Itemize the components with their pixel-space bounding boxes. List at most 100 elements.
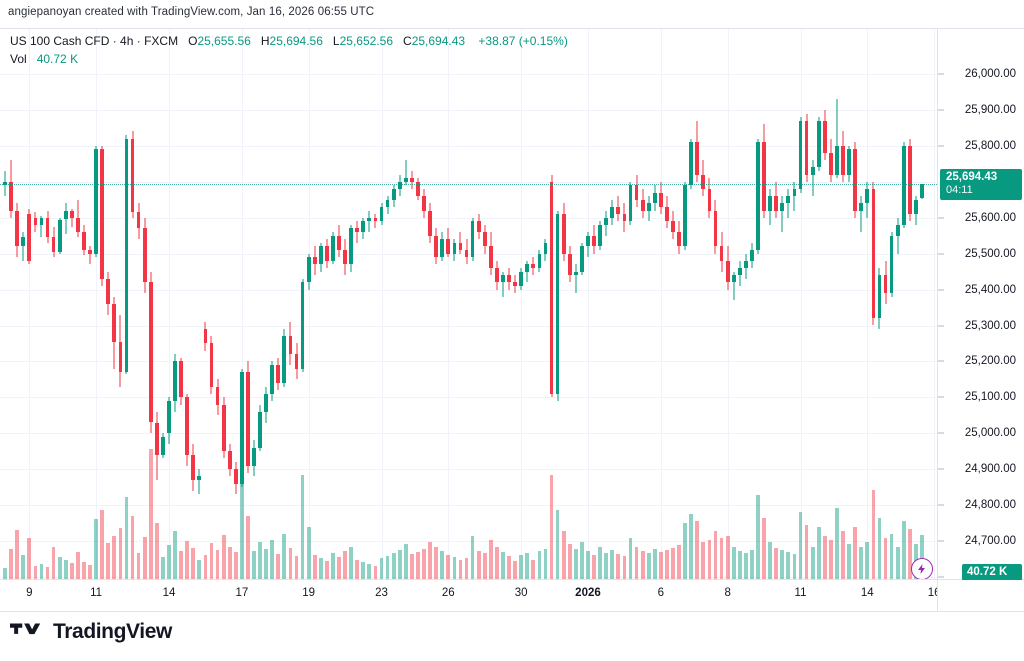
candle-body [300, 282, 305, 369]
candle-body [658, 192, 663, 207]
volume-bar [422, 548, 426, 579]
price-scale-tick: 25,400.00 [964, 283, 1016, 296]
price-scale-tick: 25,600.00 [964, 211, 1016, 224]
candle-wick [781, 196, 783, 233]
candlestick [221, 29, 226, 579]
volume-bar [816, 527, 821, 579]
price-scale-tick-mark [938, 325, 944, 326]
price-scale-tick-mark [938, 432, 944, 434]
volume-bar [604, 553, 609, 579]
volume-bar [76, 551, 80, 579]
candlestick [476, 29, 481, 579]
gridline-horizontal [0, 146, 937, 147]
volume-bar [136, 553, 141, 579]
volume-bar [391, 553, 396, 579]
volume-series [0, 29, 937, 579]
volume-bar [725, 535, 730, 579]
candlestick [786, 29, 791, 579]
gridline-vertical [96, 29, 97, 579]
candle-body [810, 167, 815, 175]
candlestick [501, 29, 505, 579]
gridline-vertical [661, 29, 662, 579]
volume-bar [434, 546, 439, 579]
volume-bar [731, 546, 736, 579]
candle-body [197, 476, 202, 480]
candle-body [27, 214, 32, 261]
volume-bar [573, 548, 578, 579]
price-scale[interactable]: 26,000.00 25,900.00 25,800.00 25,600.00 25,5… [937, 28, 1024, 583]
chart-pane[interactable]: US 100 Cash CFD · 4h · FXCM O25,655.56 H… [0, 28, 937, 580]
volume-bar [416, 551, 420, 579]
volume-bar [88, 564, 92, 579]
gridline-vertical [934, 29, 935, 579]
candlestick [871, 29, 876, 579]
time-scale[interactable]: 9 11 14 17 19 23 26 30 2026 6 8 11 14 16 [0, 580, 940, 612]
volume-bar [610, 549, 615, 579]
candlestick [810, 29, 815, 579]
candlestick [859, 29, 864, 579]
gridline-vertical [728, 29, 729, 579]
candle-body [100, 149, 105, 279]
candle-body [167, 400, 171, 434]
candle-wick [502, 271, 504, 297]
volume-bar [9, 548, 13, 579]
volume-bar [549, 475, 554, 579]
candlestick [725, 29, 730, 579]
lightning-bolt-icon[interactable] [910, 558, 933, 579]
volume-bar [300, 475, 305, 579]
candle-body [671, 221, 675, 233]
candlestick [294, 29, 299, 579]
candle-body [416, 181, 420, 197]
time-scale-tick: 19 [302, 587, 316, 599]
candlestick [57, 29, 62, 579]
candlestick [112, 29, 117, 579]
candlestick [239, 29, 244, 579]
time-scale-tick: 17 [235, 587, 249, 599]
candlestick [646, 29, 651, 579]
candlestick [118, 29, 123, 579]
time-scale-tick: 8 [724, 587, 731, 599]
candle-wick [356, 221, 358, 243]
candle-wick [40, 215, 42, 238]
candlestick [865, 29, 870, 579]
candle-body [312, 257, 317, 265]
volume-bar [488, 540, 493, 579]
candlestick [185, 29, 190, 579]
volume-bar [592, 555, 596, 579]
volume-bar [634, 546, 639, 579]
candlestick [604, 29, 609, 579]
volume-bar [452, 557, 457, 579]
price-scale-tick: 24,700.00 [964, 535, 1016, 548]
gridline-vertical [382, 29, 383, 579]
candlestick [367, 29, 372, 579]
volume-bar [580, 542, 584, 579]
price-scale-tick: 26,000.00 [964, 68, 1016, 80]
candlestick [434, 29, 439, 579]
tradingview-logo[interactable]: TradingView [10, 620, 172, 644]
candlestick [130, 29, 135, 579]
volume-bar [531, 559, 536, 579]
candle-body [215, 386, 220, 405]
candlestick [841, 29, 845, 579]
time-scale-tick: 6 [657, 587, 665, 599]
volume-bar [379, 558, 384, 579]
volume-bar [707, 540, 712, 579]
candlestick [707, 29, 712, 579]
volume-bar [907, 529, 912, 579]
candlestick [410, 29, 414, 579]
candle-body [750, 250, 754, 261]
candle-body [525, 264, 530, 272]
gridline-vertical [29, 29, 30, 579]
attribution-text: angiepanoyan created with TradingView.co… [8, 6, 375, 18]
candle-body [324, 246, 329, 261]
price-scale-tick: 25,200.00 [964, 355, 1016, 368]
candle-body [367, 217, 372, 222]
candle-body [69, 210, 74, 218]
volume-bar [294, 556, 299, 579]
candlestick [616, 29, 621, 579]
volume-bar [191, 547, 196, 579]
candlestick [792, 29, 797, 579]
price-scale-tick-mark [938, 396, 944, 398]
volume-bar [282, 533, 287, 579]
candle-body [604, 217, 609, 225]
